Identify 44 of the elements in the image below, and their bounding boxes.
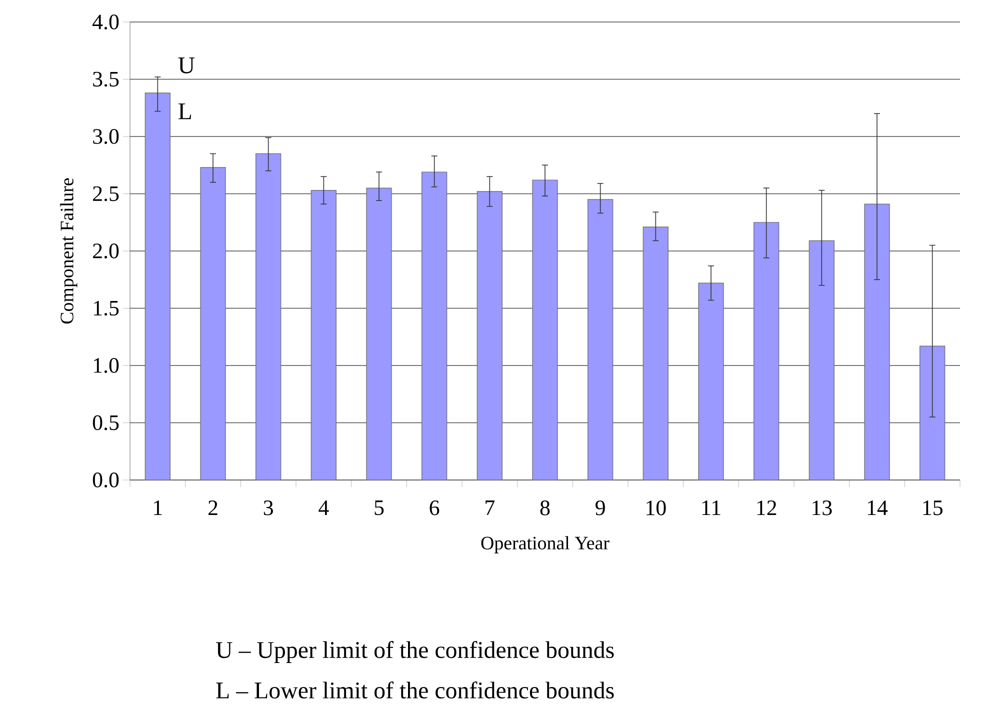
- x-tick-label: 4: [318, 500, 329, 515]
- y-tick-label: 3.0: [93, 129, 119, 144]
- bar: [808, 240, 834, 480]
- x-tick-label: 2: [208, 500, 218, 516]
- bar: [366, 188, 392, 480]
- y-tick-label: 4.0: [92, 14, 119, 30]
- x-tick-label: 9: [596, 500, 605, 516]
- x-tick-label: 1: [154, 500, 162, 515]
- text: U – Upper limit of the confidence bounds: [216, 641, 614, 663]
- bar: [864, 204, 890, 480]
- x-tick-label: 12: [757, 500, 776, 516]
- y-tick-label: 1.5: [94, 300, 119, 316]
- y-tick-label: 2.5: [93, 186, 119, 202]
- bar: [144, 92, 170, 480]
- bar: [532, 180, 558, 480]
- x-tick-label: 10: [646, 500, 666, 516]
- x-tick-label: 3: [264, 500, 273, 516]
- x-tick-label: 6: [430, 500, 440, 516]
- annotation: L: [178, 103, 191, 120]
- y-tick-label: 2.0: [93, 244, 119, 258]
- y-tick-label: 0.0: [92, 472, 119, 488]
- bar: [310, 190, 336, 480]
- y-axis-title: Component Failure: [60, 178, 78, 324]
- bar: [698, 282, 724, 480]
- x-tick-label: 5: [374, 500, 384, 516]
- bar: [754, 222, 780, 480]
- bar: [476, 191, 502, 480]
- bar: [256, 153, 282, 480]
- x-tick-label: 14: [868, 500, 888, 515]
- x-tick-label: 13: [812, 500, 832, 516]
- x-tick-label: 11: [702, 500, 720, 515]
- text: L – Lower limit of the confidence bounds: [216, 681, 614, 699]
- annotation: U: [178, 58, 195, 74]
- bar: [422, 172, 448, 480]
- bar: [588, 199, 614, 480]
- x-axis-title: Operational Year: [481, 536, 610, 554]
- x-tick-label: 8: [540, 500, 550, 516]
- bar: [642, 226, 668, 480]
- y-tick-label: 0.5: [92, 415, 119, 430]
- y-tick-label: 1.0: [94, 358, 119, 373]
- bar: [200, 167, 226, 480]
- x-tick-label: 15: [923, 500, 942, 516]
- y-tick-label: 3.5: [93, 72, 119, 87]
- x-tick-label: 7: [486, 500, 495, 515]
